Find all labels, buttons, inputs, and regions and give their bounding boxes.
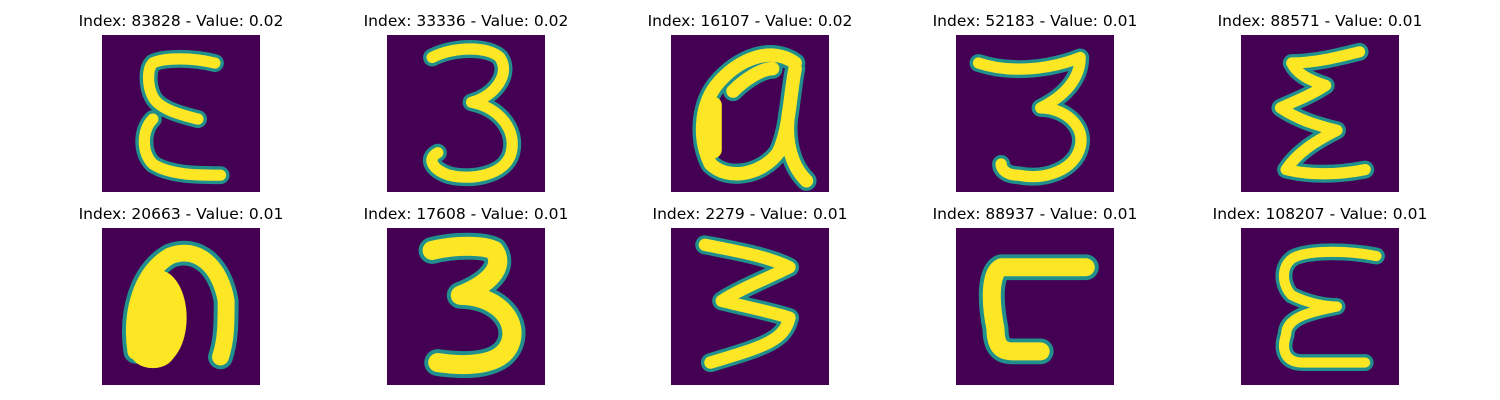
glyph-image	[1241, 35, 1399, 192]
panel-title: Index: 33336 - Value: 0.02	[324, 12, 608, 30]
glyph-image	[387, 228, 545, 385]
panel-title: Index: 2279 - Value: 0.01	[608, 205, 892, 223]
panel-title: Index: 88571 - Value: 0.01	[1178, 12, 1462, 30]
panel-2: Index: 33336 - Value: 0.02	[324, 0, 608, 190]
panel-title: Index: 17608 - Value: 0.01	[324, 205, 608, 223]
panel-title: Index: 52183 - Value: 0.01	[893, 12, 1177, 30]
glyph-image	[387, 35, 545, 192]
panel-5: Index: 88571 - Value: 0.01	[1178, 0, 1462, 190]
glyph-image	[956, 35, 1114, 192]
panel-title: Index: 88937 - Value: 0.01	[893, 205, 1177, 223]
panel-7: Index: 17608 - Value: 0.01	[324, 193, 608, 383]
glyph-image	[671, 228, 829, 385]
panel-9: Index: 88937 - Value: 0.01	[893, 193, 1177, 383]
glyph-image	[102, 35, 260, 192]
panel-10: Index: 108207 - Value: 0.01	[1178, 193, 1462, 383]
panel-title: Index: 16107 - Value: 0.02	[608, 12, 892, 30]
glyph-image	[102, 228, 260, 385]
panel-4: Index: 52183 - Value: 0.01	[893, 0, 1177, 190]
panel-1: Index: 83828 - Value: 0.02	[39, 0, 323, 190]
glyph-image	[671, 35, 829, 192]
panel-6: Index: 20663 - Value: 0.01	[39, 193, 323, 383]
panel-title: Index: 83828 - Value: 0.02	[39, 12, 323, 30]
panel-8: Index: 2279 - Value: 0.01	[608, 193, 892, 383]
glyph-image	[956, 228, 1114, 385]
panel-3: Index: 16107 - Value: 0.02	[608, 0, 892, 190]
glyph-image	[1241, 228, 1399, 385]
panel-title: Index: 108207 - Value: 0.01	[1178, 205, 1462, 223]
panel-title: Index: 20663 - Value: 0.01	[39, 205, 323, 223]
